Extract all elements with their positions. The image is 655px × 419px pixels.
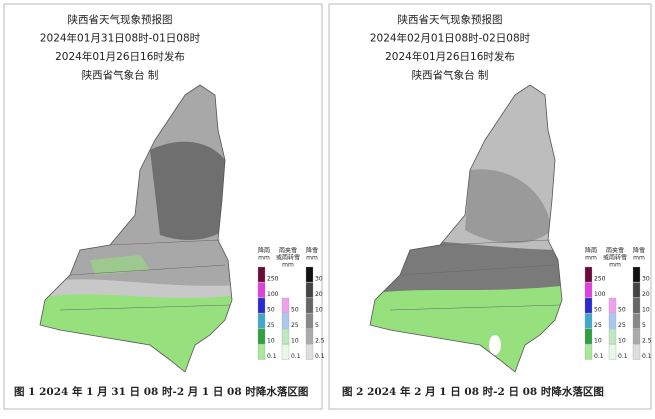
legend-swatch <box>632 328 641 345</box>
legend-swatch <box>632 282 641 298</box>
legend-label: 0.1 <box>291 353 301 360</box>
legend-title: 降雨 <box>585 247 597 255</box>
legend-swatch <box>608 313 617 329</box>
legend-label: 0.1 <box>315 353 325 360</box>
legend-label: 0.1 <box>594 353 604 360</box>
legend-label: 50 <box>618 307 626 314</box>
legend-label: 10 <box>594 338 602 345</box>
legend-swatch <box>305 313 314 329</box>
legend-title: 降雨 <box>258 247 270 255</box>
legend-title: 雨夹雪 <box>606 247 624 255</box>
legend-title: mm <box>306 255 318 262</box>
legend-label: 0.1 <box>267 353 277 360</box>
header-line: 2024年01月26日16时发布 <box>55 50 185 63</box>
legend-label: 250 <box>267 276 279 283</box>
legend-title: mm <box>585 255 597 262</box>
legend-swatch <box>257 297 266 314</box>
legend-swatch <box>632 266 641 283</box>
legend-title: mm <box>258 255 270 262</box>
legend-label: 25 <box>594 322 602 329</box>
legend: 降雨mm2501005025100.1雨夹雪或雨转雪mm5025100.1降雪m… <box>257 247 325 360</box>
legend-label: 50 <box>291 307 299 314</box>
map <box>39 84 233 373</box>
legend-swatch <box>584 344 593 360</box>
legend-label: 0.1 <box>618 353 628 360</box>
legend-title: 降雪 <box>306 247 318 255</box>
legend-swatch <box>632 297 641 314</box>
legend-swatch <box>305 328 314 345</box>
panel-border <box>3 3 323 410</box>
legend-label: 50 <box>267 307 275 314</box>
legend-swatch <box>305 297 314 314</box>
legend-label: 10 <box>291 338 299 345</box>
header-line: 2024年01月26日16时发布 <box>385 50 515 63</box>
legend-label: 25 <box>291 322 299 329</box>
legend-title: mm <box>282 262 294 269</box>
legend-title: mm <box>633 255 645 262</box>
legend-swatch <box>257 328 266 345</box>
legend-swatch <box>257 313 266 329</box>
legend-label: 10 <box>642 307 650 314</box>
header-line: 2024年01月31日08时-01日08时 <box>40 32 201 45</box>
legend-swatch <box>305 344 314 360</box>
legend-swatch <box>257 282 266 298</box>
legend-title: mm <box>609 262 621 269</box>
legend-swatch <box>608 344 617 360</box>
header-line: 陕西省天气现象预报图 <box>68 13 173 26</box>
texts: 陕西省天气现象预报图 2024年01月31日08时-01日08时 2024年01月2… <box>14 13 652 398</box>
legend-label: 250 <box>594 276 606 283</box>
legend-swatch <box>305 282 314 298</box>
legend-label: 50 <box>594 307 602 314</box>
map <box>369 84 563 373</box>
legend-label: 0.1 <box>642 353 652 360</box>
header-line: 陕西省气象台 制 <box>412 69 489 82</box>
legend-swatch <box>257 344 266 360</box>
legend-label: 2.5 <box>642 338 652 345</box>
legend-swatch <box>584 266 593 283</box>
legend-swatch <box>281 297 290 314</box>
legend-label: 10 <box>267 338 275 345</box>
legend-title: 雨夹雪 <box>279 247 297 255</box>
legend-swatch <box>281 344 290 360</box>
legend-swatch <box>632 313 641 329</box>
legend-label: 20 <box>315 291 323 298</box>
legend-title: 或雨转雪 <box>603 254 627 262</box>
header-line: 陕西省天气现象预报图 <box>398 13 503 26</box>
legend-label: 2.5 <box>315 338 325 345</box>
legend-label: 25 <box>618 322 626 329</box>
legend-label: 10 <box>315 307 323 314</box>
legend-swatch <box>608 328 617 345</box>
legend-swatch <box>608 297 617 314</box>
panel-border <box>328 3 652 410</box>
legend-label: 5 <box>642 322 646 329</box>
legend-swatch <box>584 313 593 329</box>
legend-swatch <box>281 313 290 329</box>
legend-title: 或雨转雪 <box>276 254 300 262</box>
legend-title: 降雪 <box>633 247 645 255</box>
header-line: 陕西省气象台 制 <box>82 69 159 82</box>
legend-swatch <box>281 328 290 345</box>
legend-swatch <box>584 297 593 314</box>
legend-label: 30 <box>315 276 323 283</box>
legend-swatch <box>257 266 266 283</box>
legend-label: 100 <box>594 291 606 298</box>
legend-swatch <box>305 266 314 283</box>
legend-label: 25 <box>267 322 275 329</box>
legend-swatch <box>632 344 641 360</box>
caption: 图 2 2024 年 2 月 1 日 08 时-2 日 08 时降水落区图 <box>342 385 604 398</box>
header-line: 2024年02月01日08时-02日08时 <box>370 32 531 45</box>
legend-label: 20 <box>642 291 650 298</box>
legend: 降雨mm2501005025100.1雨夹雪或雨转雪mm5025100.1降雪m… <box>584 247 652 360</box>
legend-label: 100 <box>267 291 279 298</box>
legend-label: 10 <box>618 338 626 345</box>
legend-label: 30 <box>642 276 650 283</box>
caption: 图 1 2024 年 1 月 31 日 08 时-2 月 1 日 08 时降水落… <box>14 385 308 398</box>
legend-swatch <box>584 282 593 298</box>
legend-label: 5 <box>315 322 319 329</box>
legend-swatch <box>584 328 593 345</box>
